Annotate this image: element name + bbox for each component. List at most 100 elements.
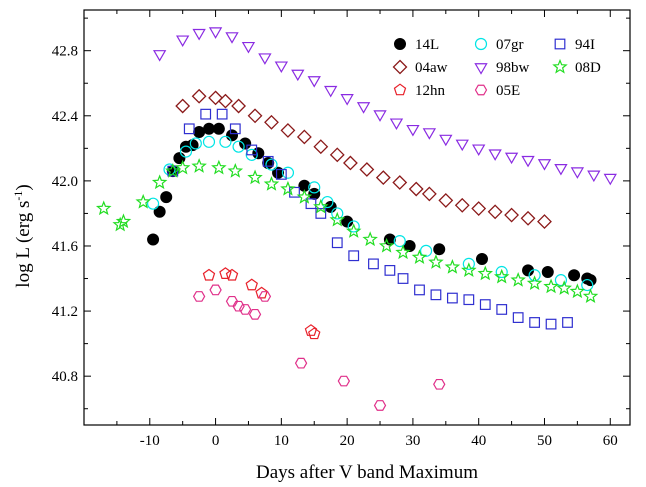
data-point-05E [258, 291, 272, 302]
data-points [95, 27, 617, 411]
legend-item-98bw: 98bw [474, 60, 530, 76]
data-point-14L [403, 239, 416, 252]
data-point-04aw [520, 210, 536, 226]
data-point-07gr [528, 269, 541, 282]
data-point-07gr [347, 220, 360, 233]
data-point-08D [211, 159, 227, 175]
data-point-98bw [208, 27, 223, 39]
data-point-05E [209, 284, 222, 296]
x-tick-label: 0 [212, 433, 220, 449]
data-point-08D [510, 272, 526, 287]
data-point-12hn [225, 268, 239, 281]
data-point-98bw [324, 85, 338, 98]
data-point-08D [280, 180, 296, 196]
series-12hn [202, 267, 321, 340]
data-point-04aw [296, 129, 312, 145]
data-point-98bw [192, 28, 206, 41]
data-point-94I [200, 108, 212, 120]
legend-marker-04aw [392, 59, 408, 75]
data-point-08D [135, 193, 151, 209]
legend-item-08D: 08D [552, 58, 601, 76]
data-point-98bw [587, 170, 601, 183]
data-point-07gr [232, 140, 245, 153]
data-point-07gr [146, 197, 160, 210]
data-point-12hn [202, 268, 216, 281]
data-point-08D [151, 174, 168, 190]
legend-label-12hn: 12hn [415, 83, 446, 99]
data-point-98bw [439, 134, 453, 147]
x-tick-label: 20 [340, 433, 355, 449]
data-point-94I [216, 108, 228, 120]
data-point-04aw [208, 90, 223, 106]
series-04aw [175, 88, 552, 229]
series-14L [147, 122, 597, 287]
data-point-94I [246, 144, 258, 156]
data-point-14L [541, 266, 554, 279]
data-point-07gr [419, 244, 433, 257]
data-point-08D [569, 283, 586, 299]
legend-label-08D: 08D [575, 60, 601, 76]
data-point-98bw [537, 159, 552, 171]
x-tick-label: 30 [405, 433, 420, 449]
data-point-14L [153, 205, 166, 218]
data-point-14L [252, 147, 265, 160]
data-point-08D [227, 162, 244, 178]
data-point-14L [308, 187, 321, 200]
x-tick-label: 40 [471, 433, 486, 449]
data-point-04aw [218, 93, 233, 109]
data-point-04aw [343, 155, 358, 171]
data-point-94I [446, 292, 458, 304]
x-axis-title: Days after V band Maximum [256, 462, 478, 483]
data-point-14L [160, 191, 173, 204]
data-point-94I [348, 250, 360, 262]
axes: -10 0 10 20 30 40 50 60 40.8 41.2 41.6 42.0 42.4 42.8 [52, 9, 631, 449]
data-point-08D [165, 162, 181, 178]
series-05E [192, 284, 446, 411]
data-point-04aw [392, 175, 408, 190]
data-point-98bw [356, 102, 371, 114]
data-point-08D [411, 249, 428, 264]
data-point-94I [430, 289, 442, 301]
data-point-98bw [504, 152, 519, 165]
data-point-14L [147, 233, 160, 246]
data-point-08D [95, 200, 112, 216]
data-point-05E [192, 291, 206, 302]
data-point-05E [433, 378, 446, 390]
data-point-14L [193, 126, 206, 139]
data-point-07gr [265, 158, 278, 171]
data-point-07gr [581, 278, 594, 292]
data-point-94I [262, 155, 274, 167]
legend-item-07gr: 07gr [474, 37, 524, 53]
data-point-05E [238, 304, 252, 315]
data-point-98bw [176, 35, 190, 47]
x-tick-label: 50 [537, 433, 552, 449]
legend-label-94I: 94I [575, 37, 595, 53]
legend-item-94I: 94I [554, 37, 595, 53]
series-08D [95, 158, 599, 304]
y-tick-label: 40.8 [52, 369, 78, 385]
data-point-05E [232, 300, 245, 312]
data-point-94I [315, 208, 327, 219]
series-98bw [152, 27, 617, 186]
data-point-98bw [488, 149, 502, 161]
data-point-98bw [570, 167, 585, 179]
data-point-08D [247, 169, 263, 185]
x-tick-label: 10 [274, 433, 289, 449]
data-point-04aw [487, 204, 503, 220]
data-point-07gr [495, 265, 508, 279]
data-point-08D [296, 189, 313, 204]
data-point-14L [212, 122, 225, 135]
data-point-08D [115, 213, 132, 229]
data-point-04aw [471, 201, 487, 216]
data-point-08D [313, 198, 329, 214]
legend-item-04aw: 04aw [392, 59, 448, 76]
data-point-08D [329, 211, 346, 227]
data-point-07gr [245, 148, 258, 161]
legend-marker-07gr [474, 37, 488, 51]
data-point-94I [414, 284, 425, 296]
data-point-98bw [225, 32, 239, 44]
data-point-08D [493, 268, 510, 284]
data-point-98bw [340, 94, 354, 106]
data-point-94I [545, 318, 557, 330]
